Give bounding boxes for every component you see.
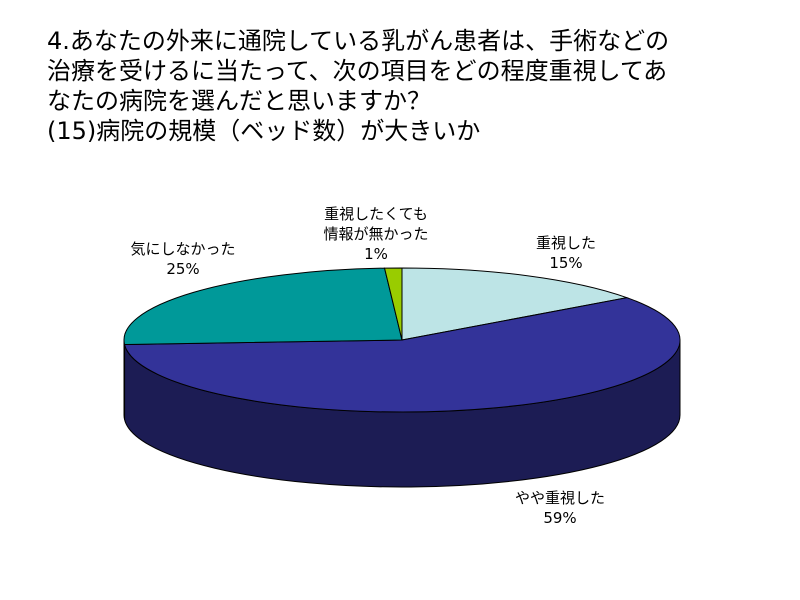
slice-label-2: 気にしなかった 25% (130, 240, 235, 278)
title-line-4: (15)病院の規模（ベッド数）が大きいか (47, 117, 481, 145)
pie-labels: 重視した 15% やや重視した 59% 気にしなかった 25% 重視したくても情報が無かった… (130, 205, 605, 527)
pie-side-2 (123, 339, 126, 420)
pie-slice-3 (383, 267, 403, 341)
slice-label-1: やや重視した 59% (515, 489, 605, 527)
pie-top (123, 267, 681, 413)
slice-label-0: 重視した 15% (536, 234, 596, 272)
pie-slice-1 (123, 297, 681, 413)
title-line-1: 4.あなたの外来に通院している乳がん患者は、手術などの (47, 27, 670, 55)
pie-slice-0 (401, 267, 629, 341)
slice-label-3: 重視したくても情報が無かった 1% (323, 205, 428, 263)
chart-title: 4.あなたの外来に通院している乳がん患者は、手術などの 治療を受けるに当たって、… (47, 26, 787, 146)
title-line-2: 治療を受けるに当たって、次の項目をどの程度重視してあ (47, 57, 668, 85)
pie-slice-2 (123, 267, 403, 346)
title-line-3: なたの病院を選んだと思いますか？ (47, 87, 431, 115)
